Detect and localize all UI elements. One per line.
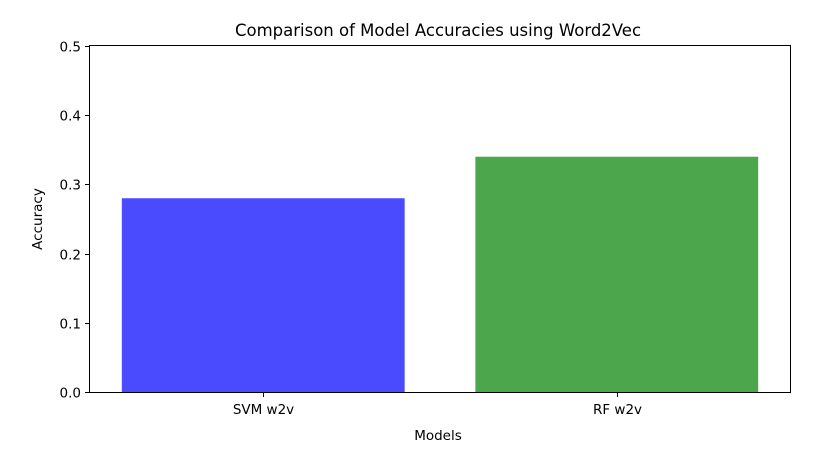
y-tick-label: 0.4 xyxy=(60,109,81,125)
x-tick-label: RF w2v xyxy=(593,402,642,418)
y-tick-label: 0.0 xyxy=(60,386,81,402)
bar-rf-w2v xyxy=(475,156,759,392)
axes-frame xyxy=(89,45,791,393)
chart-title: Comparison of Model Accuracies using Wor… xyxy=(235,21,641,40)
x-axis: SVM w2v RF w2v xyxy=(233,392,642,418)
y-axis-label: Accuracy xyxy=(30,188,46,250)
y-tick-label: 0.3 xyxy=(60,178,81,194)
x-axis-label: Models xyxy=(414,428,462,444)
y-axis: 0.0 0.1 0.2 0.3 0.4 0.5 xyxy=(60,40,90,402)
y-tick-label: 0.1 xyxy=(60,317,81,333)
y-tick-label: 0.5 xyxy=(60,40,81,56)
bars-layer xyxy=(121,156,759,392)
y-tick-label: 0.2 xyxy=(60,248,81,264)
bar-svm-w2v xyxy=(121,198,405,392)
x-tick-label: SVM w2v xyxy=(233,402,294,418)
